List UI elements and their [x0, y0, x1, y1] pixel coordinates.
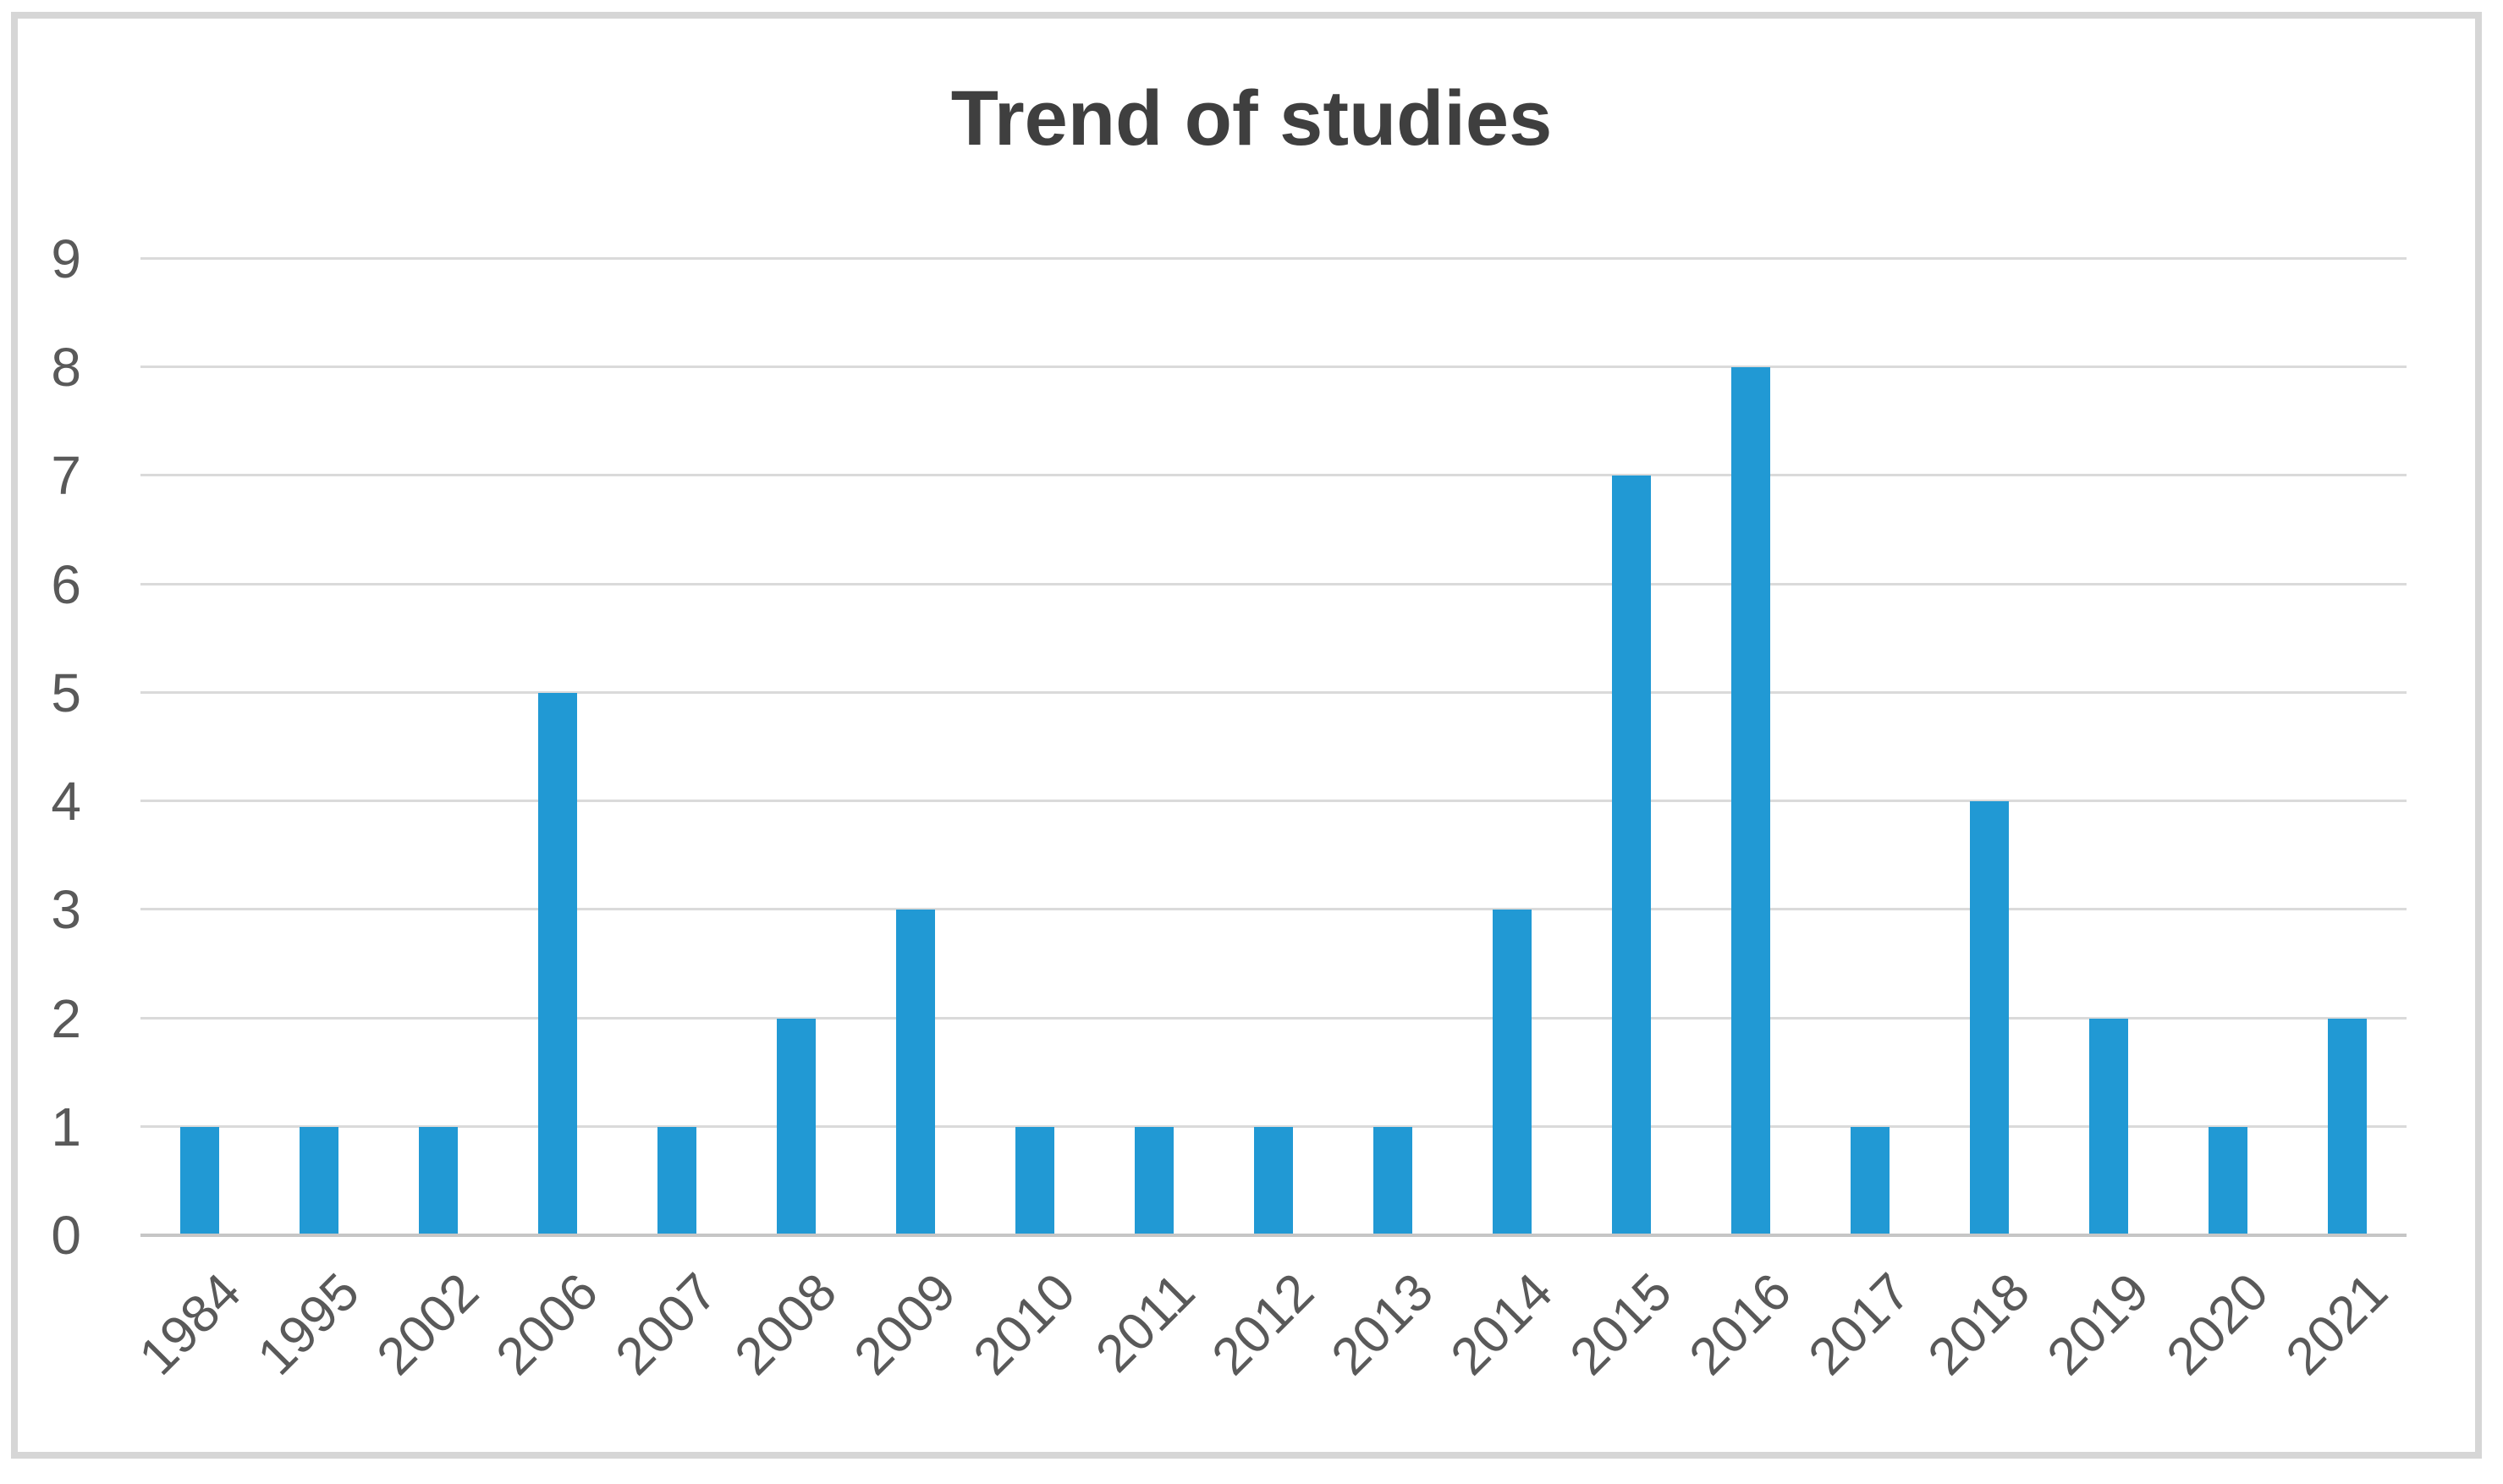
bar-2010: [1015, 1126, 1055, 1235]
bar-2009: [896, 910, 936, 1235]
bar-1984: [180, 1126, 220, 1235]
bar-2007: [657, 1126, 697, 1235]
y-tick-label-4: 4: [51, 771, 81, 833]
y-tick-label-6: 6: [51, 553, 81, 615]
gridline-1: [140, 1124, 2407, 1128]
y-tick-label-8: 8: [51, 337, 81, 398]
bar-2006: [538, 692, 578, 1235]
bar-2017: [1850, 1126, 1890, 1235]
gridline-7: [140, 474, 2407, 477]
gridline-8: [140, 366, 2407, 369]
y-tick-label-0: 0: [51, 1205, 81, 1266]
bar-2019: [2088, 1018, 2128, 1235]
bar-2015: [1611, 475, 1651, 1235]
chart-frame-border: [11, 12, 2482, 1459]
bar-2012: [1254, 1126, 1293, 1235]
bar-2016: [1730, 367, 1770, 1235]
gridline-5: [140, 690, 2407, 694]
y-tick-label-2: 2: [51, 987, 81, 1049]
y-tick-label-7: 7: [51, 445, 81, 507]
bar-2013: [1373, 1126, 1412, 1235]
bar-2008: [777, 1018, 817, 1235]
y-tick-label-1: 1: [51, 1096, 81, 1157]
bar-2020: [2208, 1126, 2247, 1235]
bar-2014: [1492, 910, 1532, 1235]
bar-2018: [1969, 801, 2009, 1235]
bar-2021: [2327, 1018, 2367, 1235]
y-tick-label-3: 3: [51, 879, 81, 941]
bar-2002: [419, 1126, 459, 1235]
y-tick-label-9: 9: [51, 228, 81, 289]
x-axis-line: [140, 1234, 2407, 1237]
bar-2011: [1135, 1126, 1174, 1235]
gridline-4: [140, 800, 2407, 803]
bar-1995: [300, 1126, 339, 1235]
chart-title: Trend of studies: [950, 75, 1553, 162]
gridline-3: [140, 908, 2407, 911]
gridline-9: [140, 257, 2407, 260]
gridline-2: [140, 1016, 2407, 1020]
gridline-6: [140, 582, 2407, 585]
y-tick-label-5: 5: [51, 662, 81, 723]
